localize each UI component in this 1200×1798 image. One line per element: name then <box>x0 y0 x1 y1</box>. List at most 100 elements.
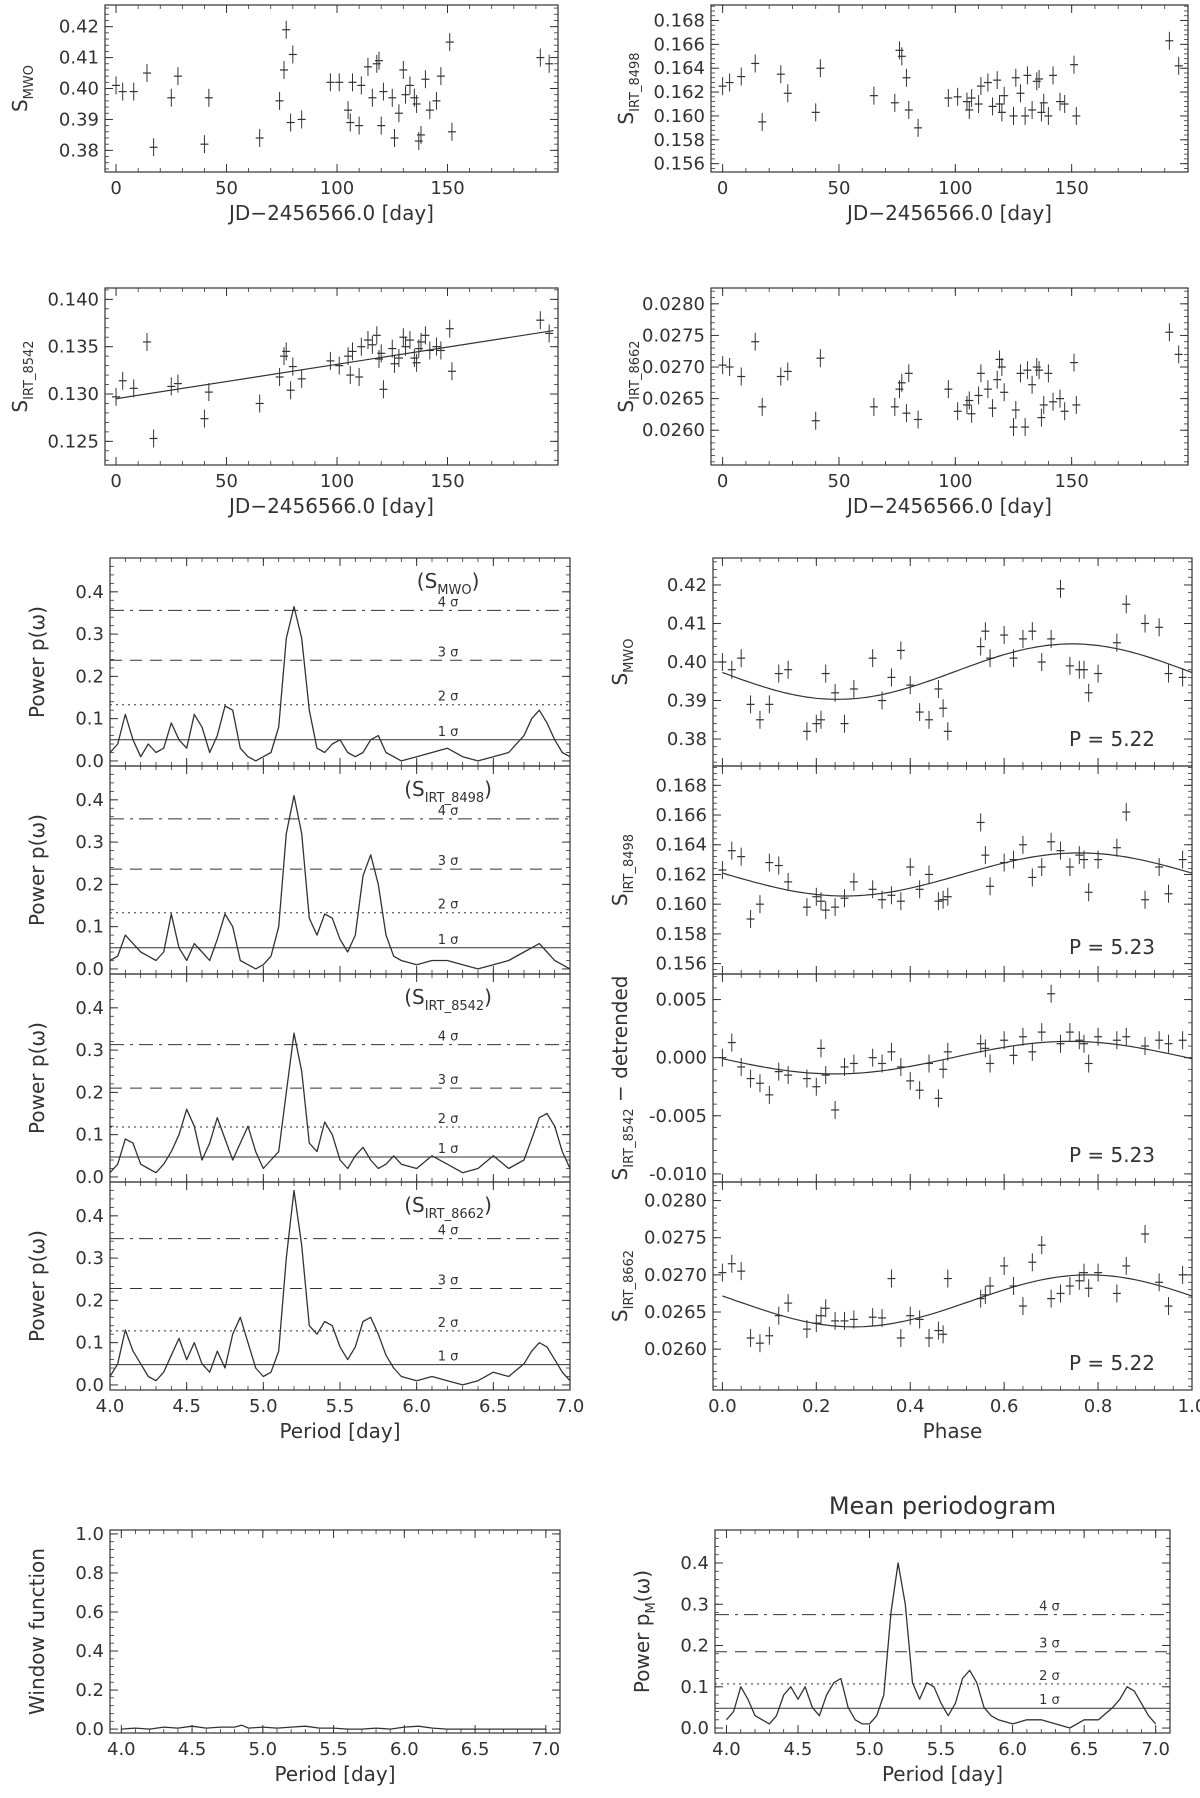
data-point <box>377 344 386 363</box>
data-point <box>755 895 764 914</box>
data-point <box>1174 345 1183 364</box>
data-point <box>976 1289 985 1308</box>
y-tick-label: 0.1 <box>75 709 104 730</box>
y-tick-label: 0.39 <box>667 691 707 712</box>
data-point <box>755 1074 764 1093</box>
data-point <box>831 1100 840 1119</box>
y-tick-label: 0.1 <box>75 1333 104 1354</box>
y-axis-label: SIRT_8662 <box>608 1250 637 1322</box>
data-point <box>906 676 915 695</box>
y-tick-label: 0.0 <box>75 1375 104 1396</box>
data-point <box>1037 408 1046 427</box>
data-point <box>765 1085 774 1104</box>
data-point <box>1094 850 1103 869</box>
data-point <box>297 110 306 129</box>
y-tick-label: 0.3 <box>75 1248 104 1269</box>
data-point <box>399 328 408 347</box>
data-point <box>394 349 403 368</box>
data-point <box>1122 595 1131 614</box>
data-point <box>545 54 554 73</box>
data-point <box>1141 1225 1150 1243</box>
y-axis-label-sub: MWO <box>622 638 637 672</box>
y-tick-label: 0.42 <box>59 17 99 38</box>
data-point <box>167 377 176 396</box>
data-point <box>1075 1031 1084 1050</box>
y-tick-label: 0.1 <box>680 1677 709 1698</box>
data-point <box>878 691 887 710</box>
data-point <box>447 362 456 381</box>
panel-ph_8542: -0.010 -0.005 0.000 0.005 SIRT_8542 − detren… <box>608 973 1193 1185</box>
data-point <box>1021 418 1030 437</box>
data-point <box>1056 389 1065 408</box>
plot-frame <box>712 1181 1193 1391</box>
data-point <box>1039 93 1048 112</box>
data-point <box>348 73 357 92</box>
x-tick-label: 7.0 <box>1141 1739 1170 1760</box>
x-tick-label: 4.5 <box>178 1739 207 1760</box>
series-label-close: ) <box>484 985 492 1009</box>
data-point <box>817 1306 826 1325</box>
series-label: (SIRT_8662) <box>404 1193 492 1222</box>
data-point <box>129 379 138 398</box>
data-point <box>897 47 906 66</box>
significance-level-label: 4 σ <box>1039 1600 1060 1615</box>
data-point <box>1016 84 1025 103</box>
series-label-main: (S <box>417 569 438 593</box>
y-tick-label: 0.000 <box>655 1048 707 1069</box>
data-point <box>286 381 295 400</box>
y-axis-label: Window function <box>25 1548 49 1715</box>
data-point <box>776 65 785 84</box>
data-point <box>1009 1277 1018 1295</box>
y-tick-label: 0.162 <box>655 864 707 885</box>
y-axis-label-suffix: − detrended <box>608 976 632 1109</box>
data-point <box>1028 1042 1037 1061</box>
data-point <box>802 722 811 741</box>
data-point <box>1037 1023 1046 1042</box>
plot-frame <box>104 4 559 173</box>
x-tick-label: 50 <box>828 178 851 199</box>
data-point <box>725 73 734 92</box>
data-point <box>868 1308 877 1327</box>
x-tick-label: 100 <box>938 471 972 492</box>
panel-pg_mwo: 0.0 0.1 0.2 0.3 0.4 Power p(ω) 1 σ 2 σ 3 σ 4 σ(SM… <box>25 557 571 772</box>
significance-level-label: 2 σ <box>438 1112 459 1127</box>
series-label-sub: IRT_8498 <box>425 791 484 806</box>
y-tick-label: 0.0 <box>75 1719 104 1740</box>
data-point <box>997 103 1006 122</box>
data-point <box>896 1057 905 1076</box>
x-tick-label: 0.6 <box>990 1396 1019 1417</box>
data-point <box>1009 850 1018 869</box>
significance-level-label: 4 σ <box>438 595 459 610</box>
data-point <box>737 367 746 386</box>
data-point <box>906 858 915 877</box>
data-point <box>390 354 399 373</box>
x-tick-label: 6.0 <box>390 1739 419 1760</box>
data-point <box>288 45 297 64</box>
y-axis-label-main: Power p(ω) <box>25 1230 49 1342</box>
data-point <box>981 1285 990 1304</box>
data-point <box>204 383 213 402</box>
data-point <box>878 890 887 909</box>
data-point <box>1065 656 1074 675</box>
data-point <box>255 128 264 147</box>
y-tick-label: 0.4 <box>75 790 104 811</box>
y-axis-label: SIRT_8498 <box>608 834 637 906</box>
data-point <box>737 1262 746 1281</box>
data-point <box>1037 653 1046 671</box>
data-point <box>983 73 992 92</box>
data-point <box>915 1310 924 1329</box>
data-point <box>388 88 397 107</box>
data-point <box>925 1054 934 1073</box>
data-point <box>335 73 344 92</box>
y-tick-label: 0.0 <box>680 1718 709 1739</box>
data-point <box>1018 629 1027 648</box>
y-tick-label: 0.38 <box>667 729 707 750</box>
data-point <box>357 337 366 356</box>
data-point <box>904 364 913 383</box>
data-point <box>718 356 727 375</box>
data-point <box>118 82 127 101</box>
y-tick-label: 0.160 <box>655 894 707 915</box>
data-point <box>275 91 284 110</box>
data-point <box>1000 383 1009 402</box>
data-point <box>943 722 952 741</box>
